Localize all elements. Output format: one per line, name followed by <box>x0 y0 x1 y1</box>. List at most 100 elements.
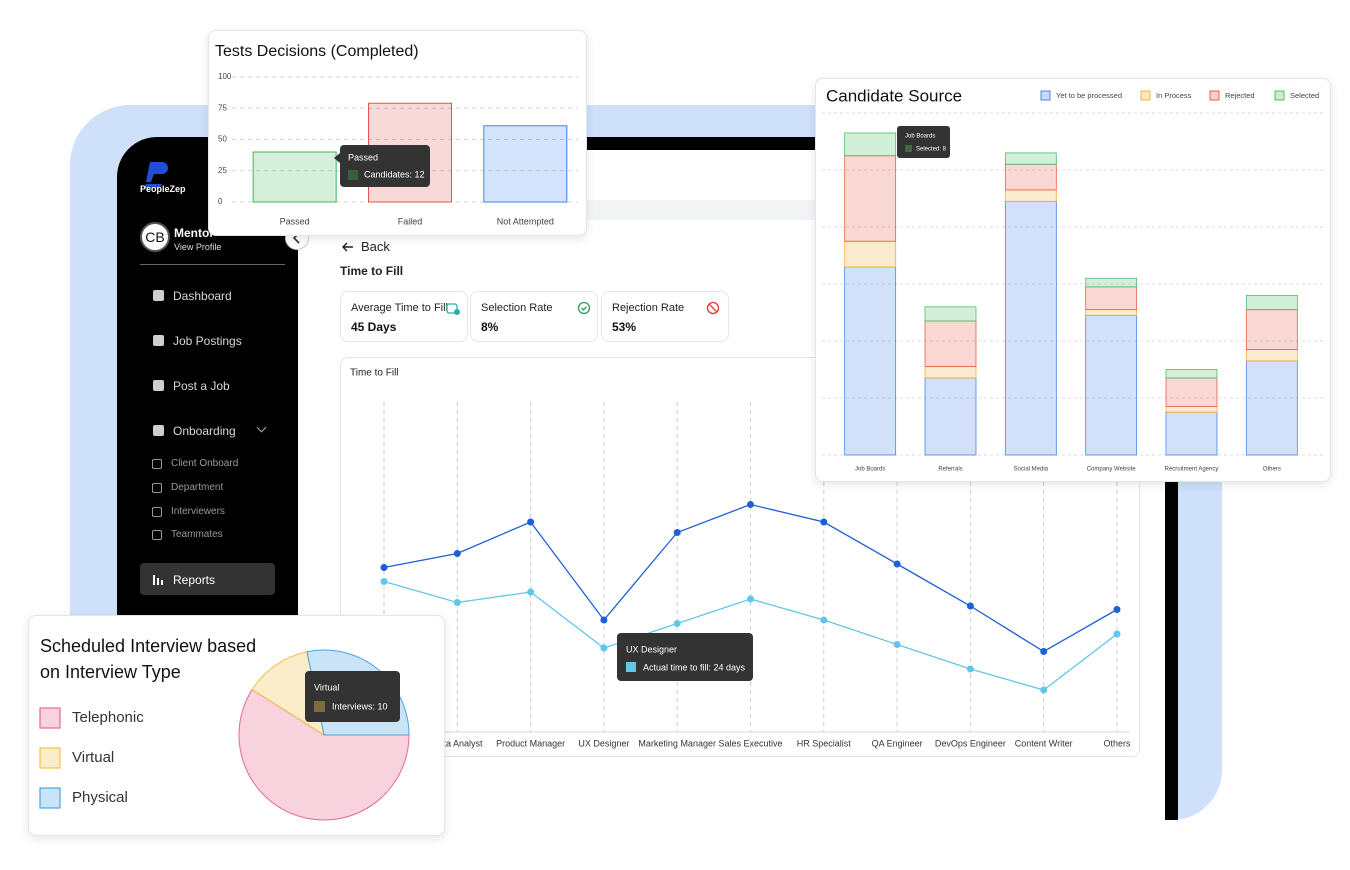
kpi-icon <box>577 301 591 315</box>
data-point[interactable] <box>380 564 388 571</box>
bar[interactable] <box>252 151 337 203</box>
data-point[interactable] <box>527 518 535 526</box>
bar-segment[interactable] <box>1165 406 1218 413</box>
data-point[interactable] <box>1113 606 1121 613</box>
x-tick-label: Job Boards <box>855 467 885 473</box>
back-link[interactable]: Back <box>361 239 390 254</box>
tooltip-title: Passed <box>348 152 378 162</box>
line-chart-card: Time to Fill Data Analyst Product Manager… <box>340 357 1140 757</box>
tooltip-swatch <box>626 662 636 672</box>
x-tick-label: Others <box>1103 738 1131 748</box>
menu-icon <box>153 380 164 391</box>
bar-segment[interactable] <box>1085 277 1138 288</box>
legend-swatch <box>39 747 61 769</box>
x-tick-label: Sales Executive <box>718 738 782 748</box>
bar-segment[interactable] <box>1085 314 1138 456</box>
bar-segment[interactable] <box>1165 369 1218 379</box>
data-point[interactable] <box>893 560 901 568</box>
bar-segment[interactable] <box>1165 411 1218 456</box>
tooltip: UX Designer Actual time to fill: 24 days <box>617 633 753 681</box>
bar-segment[interactable] <box>1245 349 1298 362</box>
data-point[interactable] <box>673 620 681 627</box>
data-point[interactable] <box>1040 648 1048 655</box>
data-point[interactable] <box>820 616 828 624</box>
bar-segment[interactable] <box>844 132 897 157</box>
legend-swatch <box>1040 90 1051 101</box>
bar-segment[interactable] <box>1165 377 1218 407</box>
avatar[interactable]: CB <box>140 222 170 252</box>
bar-segment[interactable] <box>1245 294 1298 311</box>
chart-title: Time to Fill <box>350 368 399 379</box>
view-profile[interactable]: View Profile <box>174 242 222 252</box>
bar-segment[interactable] <box>1004 152 1057 165</box>
submenu-item[interactable]: Department <box>171 482 224 493</box>
chart-title: Candidate Source <box>826 86 962 105</box>
data-point[interactable] <box>600 616 608 624</box>
data-point[interactable] <box>527 588 535 596</box>
bar-chart-card: Tests Decisions (Completed) 0 25 50 75 100 Pa… <box>208 30 587 236</box>
data-point[interactable] <box>893 641 901 648</box>
data-point[interactable] <box>1113 630 1121 638</box>
menu-label: Reports <box>173 573 216 587</box>
bar-segment[interactable] <box>1085 309 1138 316</box>
bar-segment[interactable] <box>1004 189 1057 202</box>
menu-item[interactable]: Dashboard <box>173 289 232 303</box>
data-point[interactable] <box>747 595 754 603</box>
data-point[interactable] <box>747 501 754 508</box>
data-point[interactable] <box>820 518 828 526</box>
legend-label: Virtual <box>72 749 114 766</box>
bar-segment[interactable] <box>924 320 977 368</box>
bar-segment[interactable] <box>924 377 977 456</box>
logo-text: PeopleZep <box>140 184 186 194</box>
bar-segment[interactable] <box>1004 200 1057 456</box>
data-point[interactable] <box>966 665 974 673</box>
bar-segment[interactable] <box>844 240 897 268</box>
bar[interactable] <box>483 125 568 203</box>
legend-label: Telephonic <box>72 709 144 726</box>
data-point[interactable] <box>966 602 974 610</box>
menu-item[interactable]: Post a Job <box>173 379 230 393</box>
data-point[interactable] <box>453 599 461 606</box>
legend-label: Yet to be processed <box>1056 91 1122 100</box>
y-tick-label: 50 <box>218 135 227 144</box>
tooltip-text: Interviews: 10 <box>332 701 388 711</box>
pie-slice[interactable] <box>238 688 410 821</box>
data-point[interactable] <box>673 529 681 536</box>
kpi-icon <box>446 303 460 315</box>
kpi-card: Average Time to Fill 45 Days <box>340 291 468 342</box>
bar-segment[interactable] <box>1004 163 1057 191</box>
tooltip-text: Actual time to fill: 24 days <box>643 662 746 672</box>
submenu-item[interactable]: Interviewers <box>171 506 225 517</box>
data-point[interactable] <box>380 578 388 585</box>
tooltip-box <box>305 671 400 722</box>
tooltip-text: Candidates: 12 <box>364 169 425 179</box>
legend-swatch <box>39 707 61 729</box>
active-menu-item[interactable]: Reports <box>140 563 275 595</box>
legend-label: Selected <box>1290 91 1319 100</box>
bar-segment[interactable] <box>1245 309 1298 350</box>
page-title: Time to Fill <box>340 264 404 278</box>
bar-segment[interactable] <box>844 155 897 242</box>
bar-segment[interactable] <box>924 306 977 322</box>
x-tick-label: Data Analyst <box>432 738 483 748</box>
tooltip: Passed Candidates: 12 <box>334 145 430 187</box>
data-point[interactable] <box>600 644 608 652</box>
logo-mark <box>144 162 168 188</box>
data-point[interactable] <box>453 550 461 557</box>
bar-segment[interactable] <box>1085 286 1138 311</box>
menu-item[interactable]: Onboarding <box>173 424 236 438</box>
bar-segment[interactable] <box>924 366 977 379</box>
data-point[interactable] <box>1040 686 1048 694</box>
tooltip-box <box>617 633 753 681</box>
bar-segment[interactable] <box>1245 360 1298 456</box>
submenu-icon <box>152 507 162 517</box>
x-tick-label: QA Engineer <box>872 738 923 748</box>
logo[interactable]: PeopleZep <box>140 160 200 200</box>
submenu-item[interactable]: Client Onboard <box>171 458 239 469</box>
tooltip-swatch <box>348 170 358 180</box>
tooltip-swatch <box>905 145 912 152</box>
menu-item[interactable]: Job Postings <box>173 334 242 348</box>
bar-segment[interactable] <box>844 266 897 456</box>
kpi-value: 8% <box>481 320 499 334</box>
submenu-item[interactable]: Teammates <box>171 529 223 540</box>
